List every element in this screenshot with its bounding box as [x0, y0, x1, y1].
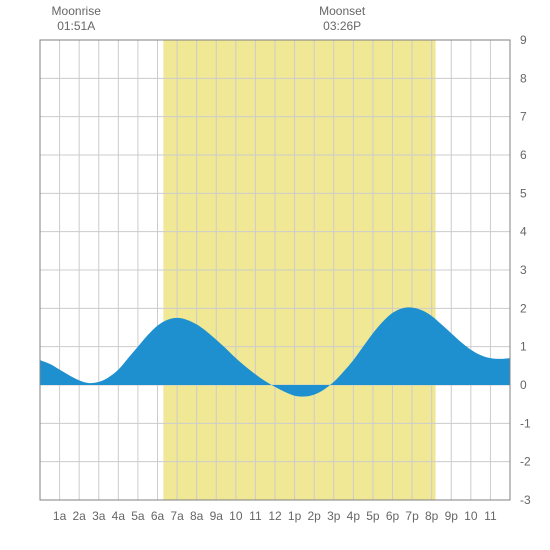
- y-tick-label: 4: [520, 225, 527, 239]
- x-tick-label: 4p: [347, 509, 361, 523]
- x-tick-label: 1p: [288, 509, 302, 523]
- y-tick-label: -3: [520, 493, 531, 507]
- annotation-time: 03:26P: [323, 19, 361, 33]
- y-tick-label: 1: [520, 340, 527, 354]
- x-tick-label: 11: [484, 509, 497, 523]
- tide-chart: 1a2a3a4a5a6a7a8a9a1011121p2p3p4p5p6p7p8p…: [0, 0, 550, 550]
- x-tick-label: 8a: [190, 509, 204, 523]
- x-tick-label: 10: [229, 509, 243, 523]
- x-tick-label: 6a: [151, 509, 165, 523]
- x-tick-label: 2p: [307, 509, 321, 523]
- x-tick-label: 3p: [327, 509, 341, 523]
- x-tick-label: 3a: [92, 509, 106, 523]
- y-tick-label: 8: [520, 71, 527, 85]
- x-tick-label: 6p: [386, 509, 400, 523]
- y-tick-label: 7: [520, 110, 527, 124]
- y-tick-label: 5: [520, 186, 527, 200]
- y-tick-label: -2: [520, 455, 531, 469]
- x-tick-label: 2a: [72, 509, 86, 523]
- x-tick-label: 7a: [170, 509, 184, 523]
- chart-svg: 1a2a3a4a5a6a7a8a9a1011121p2p3p4p5p6p7p8p…: [0, 0, 550, 550]
- x-tick-label: 1a: [53, 509, 67, 523]
- y-tick-label: 6: [520, 148, 527, 162]
- x-ticks: 1a 2a 3a 4a 5a 6a 7a 8a 9a 10 11 12 1p 2p 3p 4p 5p 6p 7p 8p…: [53, 509, 497, 523]
- x-tick-label: 5a: [131, 509, 145, 523]
- x-tick-label: 5p: [366, 509, 380, 523]
- x-tick-label: 11: [249, 509, 262, 523]
- x-tick-label: 7p: [405, 509, 419, 523]
- y-tick-label: 2: [520, 301, 527, 315]
- x-tick-label: 10: [464, 509, 478, 523]
- x-tick-label: 12: [268, 509, 282, 523]
- x-tick-label: 9p: [445, 509, 459, 523]
- x-tick-label: 8p: [425, 509, 439, 523]
- annotation-label: Moonrise: [52, 4, 102, 18]
- y-tick-label: 0: [520, 378, 527, 392]
- x-tick-label: 4a: [112, 509, 126, 523]
- y-tick-label: 9: [520, 33, 527, 47]
- x-tick-label: 9a: [210, 509, 224, 523]
- y-tick-label: -1: [520, 416, 531, 430]
- y-tick-label: 3: [520, 263, 527, 277]
- annotation-time: 01:51A: [57, 19, 95, 33]
- annotation-label: Moonset: [319, 4, 366, 18]
